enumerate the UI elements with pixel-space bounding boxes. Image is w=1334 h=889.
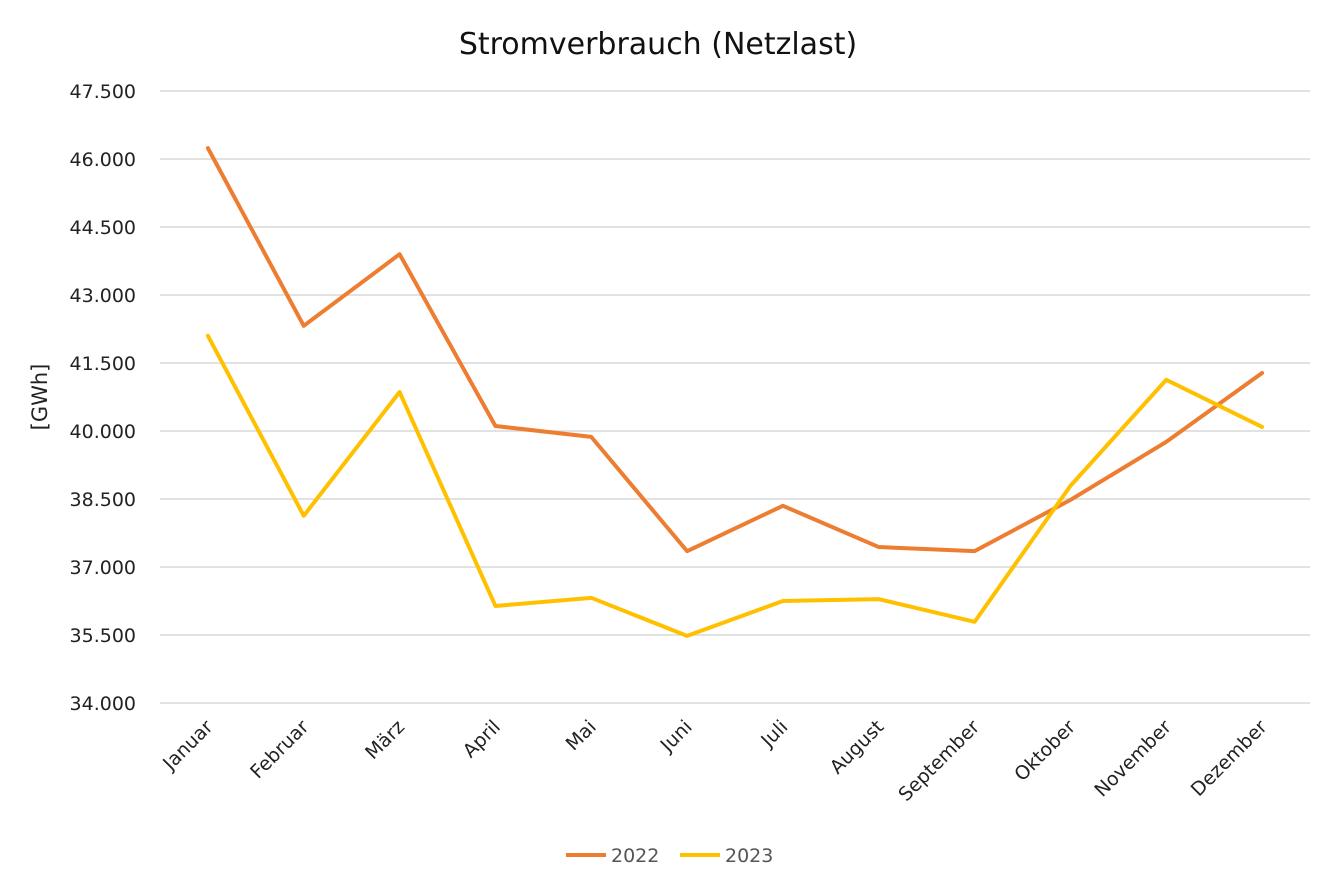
gridlines — [160, 90, 1310, 704]
y-tick-label: 38.500 — [70, 489, 136, 511]
x-tick-label: Januar — [158, 716, 217, 775]
y-tick-label: 35.500 — [70, 625, 136, 647]
legend: 2022 2023 — [566, 845, 773, 867]
y-axis-ticks: 34.000 35.500 37.000 38.500 40.000 41.500 43.0… — [70, 81, 136, 715]
x-tick-label: Juli — [756, 716, 792, 752]
y-tick-label: 46.000 — [70, 149, 136, 171]
x-tick-label: Februar — [246, 716, 313, 783]
series-lines — [205, 146, 1265, 638]
y-tick-label: 44.500 — [70, 217, 136, 239]
x-tick-label: September — [894, 716, 984, 806]
y-tick-label: 41.500 — [70, 353, 136, 375]
y-tick-label: 47.500 — [70, 81, 136, 103]
chart-title: Stromverbrauch (Netzlast) — [459, 27, 857, 62]
x-axis-ticks: Januar Februar März April Mai Juni Juli August S… — [158, 716, 1272, 806]
y-tick-label: 37.000 — [70, 557, 136, 579]
y-tick-label: 40.000 — [70, 421, 136, 443]
x-tick-label: März — [361, 716, 409, 764]
x-tick-label: Oktober — [1010, 716, 1080, 786]
x-tick-label: Juni — [656, 716, 697, 757]
series-line-2023 — [205, 333, 1265, 638]
legend-label-2022: 2022 — [611, 845, 659, 867]
y-tick-label: 34.000 — [70, 693, 136, 715]
series-line-2022 — [205, 146, 1265, 554]
x-tick-label: April — [459, 716, 505, 762]
x-tick-label: Dezember — [1187, 716, 1272, 801]
y-axis-label: [GWh] — [28, 364, 52, 431]
legend-label-2023: 2023 — [725, 845, 773, 867]
x-tick-label: November — [1090, 716, 1176, 802]
y-tick-label: 43.000 — [70, 285, 136, 307]
x-tick-label: August — [826, 716, 889, 779]
x-tick-label: Mai — [562, 716, 601, 755]
